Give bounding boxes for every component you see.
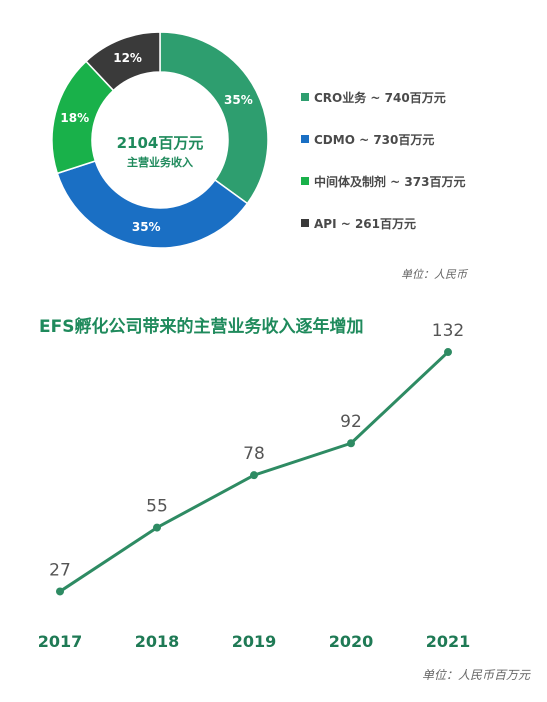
line-point-2020 xyxy=(347,439,355,448)
x-tick-label-2020: 2020 xyxy=(329,632,374,651)
donut-chart: 35% 35% 18% 12% xyxy=(51,31,269,249)
legend-label-cdmo: CDMO ~ 730百万元 xyxy=(314,132,435,147)
legend-item-intermediates: 中间体及制剂 ~ 373百万元 xyxy=(301,170,465,192)
legend-item-cro: CRO业务 ~ 740百万元 xyxy=(301,86,465,108)
donut-slice-cdmo xyxy=(56,160,249,249)
donut-slice-cro xyxy=(159,31,269,205)
legend-swatch-cro xyxy=(301,93,309,101)
legend-swatch-cdmo xyxy=(301,135,309,143)
line-series xyxy=(59,350,450,593)
donut-legend: CRO业务 ~ 740百万元 CDMO ~ 730百万元 中间体及制剂 ~ 37… xyxy=(301,86,465,254)
donut-section: 35% 35% 18% 12% 2104百万元 主营业务收入 CRO业务 ~ 740百… xyxy=(0,0,547,300)
donut-unit-label: 单位：人民币 xyxy=(401,268,467,281)
donut-slice-label-intermediates: 18% xyxy=(60,111,89,125)
line-data-label-2021: 132 xyxy=(432,321,464,341)
x-tick-label-2019: 2019 xyxy=(232,632,277,651)
x-tick-label-2018: 2018 xyxy=(135,632,180,651)
donut-center-value: 2104百万元 xyxy=(116,134,204,152)
line-data-label-2020: 92 xyxy=(340,412,362,432)
legend-item-api: API ~ 261百万元 xyxy=(301,212,465,234)
donut-slice-label-cdmo: 35% xyxy=(132,220,161,234)
x-tick-label-2021: 2021 xyxy=(426,632,471,651)
legend-item-cdmo: CDMO ~ 730百万元 xyxy=(301,128,465,150)
line-data-label-2019: 78 xyxy=(243,444,265,464)
donut-slice-label-cro: 35% xyxy=(224,93,253,107)
line-chart-title: EFS孵化公司带来的主营业务收入逐年增加 xyxy=(39,317,364,337)
line-point-2019 xyxy=(250,471,258,480)
line-point-2018 xyxy=(153,523,161,532)
line-data-label-2017: 27 xyxy=(49,560,71,580)
donut-center-label: 主营业务收入 xyxy=(127,156,193,169)
line-data-label-2018: 55 xyxy=(146,497,168,517)
donut-slice-api xyxy=(85,31,161,92)
line-unit-label: 单位：人民币百万元 xyxy=(421,668,530,682)
donut-slice-label-api: 12% xyxy=(113,51,142,65)
legend-swatch-intermediates xyxy=(301,177,309,185)
legend-label-api: API ~ 261百万元 xyxy=(314,216,417,231)
legend-label-intermediates: 中间体及制剂 ~ 373百万元 xyxy=(314,174,466,189)
x-tick-label-2017: 2017 xyxy=(38,632,83,651)
line-point-2017 xyxy=(56,587,64,596)
line-point-2021 xyxy=(444,348,452,357)
legend-label-cro: CRO业务 ~ 740百万元 xyxy=(314,90,446,105)
legend-swatch-api xyxy=(301,219,309,227)
